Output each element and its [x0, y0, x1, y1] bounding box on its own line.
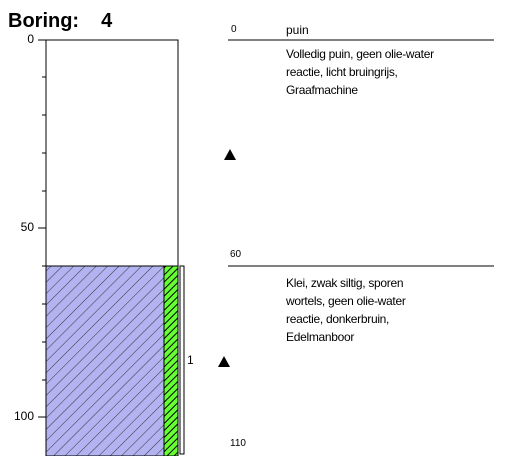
triangle-marker: [224, 149, 236, 160]
description-line: Edelmanboor: [286, 330, 355, 344]
triangle-marker: [218, 356, 230, 367]
description-line: wortels, geen olie-water: [286, 294, 406, 308]
axis-tick-label: 50: [20, 220, 34, 234]
layer-klei-strip: [163, 265, 179, 456]
boring-label: Boring:: [8, 10, 80, 32]
description-line: Graafmachine: [286, 83, 358, 97]
description-line: reactie, donkerbruin,: [286, 312, 390, 326]
description-line: Volledig puin, geen olie-water: [286, 47, 434, 61]
boring-number: 4: [101, 10, 113, 32]
axis-tick-label: 100: [13, 409, 34, 423]
layer-description: Volledig puin, geen olie-water reactie, …: [286, 45, 434, 99]
layer-name: puin: [286, 23, 309, 37]
sample-label: 1: [187, 353, 194, 367]
description-line: Klei, zwak siltig, sporen: [286, 276, 404, 290]
layer-puin-column: [45, 39, 179, 267]
description-line: reactie, licht bruingrijs,: [286, 65, 398, 79]
bottom-depth-label: 110: [230, 438, 246, 449]
layer-klei-column: [45, 265, 165, 456]
sample-bracket: [179, 265, 185, 455]
boring-title: Boring: 4: [8, 10, 112, 33]
layer-description: Klei, zwak siltig, sporen wortels, geen …: [286, 274, 406, 346]
axis-ticks: [38, 39, 46, 418]
layer-top-depth: 60: [230, 249, 242, 260]
axis-tick-label: 0: [27, 32, 34, 46]
layer-top-depth: 0: [231, 24, 237, 35]
